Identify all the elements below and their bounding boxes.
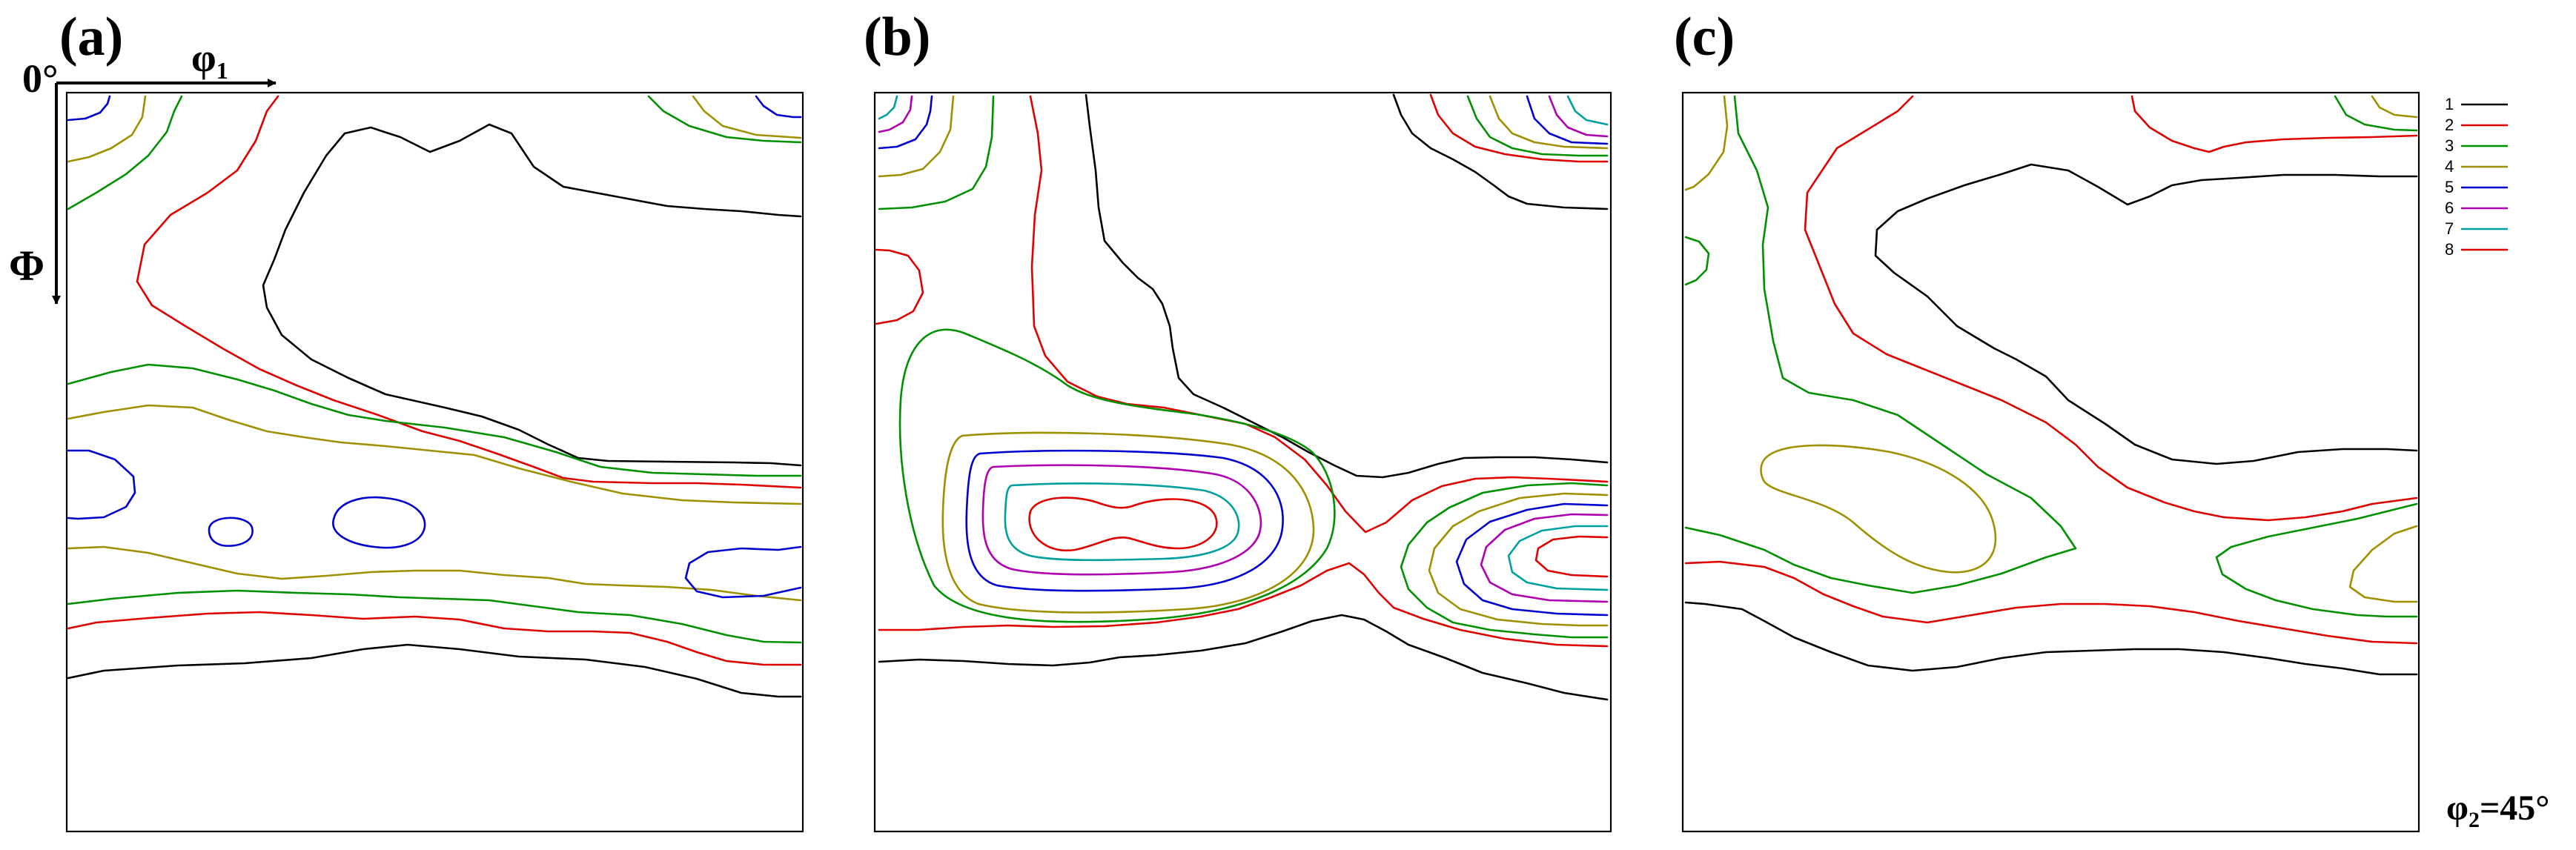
contour-b-l4-left-loop (941, 431, 1315, 614)
legend-label-2: 2 (2445, 116, 2454, 134)
Phi-axis-label: Φ (9, 242, 44, 290)
panel-a-contours (67, 95, 802, 698)
panel-b-contours (875, 93, 1609, 701)
contour-a-l3-corner-tr (647, 95, 802, 144)
contour-b-l5-corner-tl (878, 95, 933, 150)
contour-legend: 1 2 3 4 5 6 7 8 (2445, 95, 2508, 259)
contour-b-l3-left-loop (898, 328, 1336, 623)
panel-c: (c) (1674, 7, 2420, 833)
contour-b-l1-lower (878, 614, 1609, 701)
panel-label-b: (b) (864, 7, 930, 67)
contour-b-l6-corner-tr (1548, 95, 1609, 138)
contour-a-l5-right-island (684, 545, 802, 599)
contour-a-l5-corner-tr (755, 95, 802, 119)
contour-b-l5-corner-tr (1526, 95, 1609, 145)
contour-c-l1-upper (1874, 163, 2418, 465)
contour-b-l7-corner-tl (878, 95, 898, 120)
panel-b: (b) (864, 7, 1612, 833)
panel-a: (a) (59, 7, 804, 833)
contour-a-l2-lower (67, 611, 802, 666)
contour-c-l2-main (2130, 95, 2418, 153)
legend-label-7: 7 (2445, 219, 2454, 238)
contour-a-l4-corner-tl (67, 95, 147, 163)
contour-b-l7-left-loop (1004, 482, 1240, 562)
contour-b-l5-left-loop (965, 449, 1284, 592)
contour-c-l4-corner-tl (1684, 95, 1729, 191)
contour-a-l4-corner-tr (692, 95, 802, 139)
contour-b-l6-right-loop (1480, 513, 1609, 603)
contour-c-l3-corner-tr (2334, 95, 2418, 132)
contour-a-l1-upper (262, 123, 802, 467)
contour-b-l2-corner-tr (1429, 93, 1609, 163)
contour-c-l2-left (1804, 95, 2418, 522)
phi1-axis-label: φ1 (191, 36, 228, 84)
legend-item-4: 4 (2445, 157, 2508, 176)
contour-b-l6-corner-tl (878, 95, 913, 133)
legend-label-3: 3 (2445, 136, 2454, 155)
contour-b-l4-right-loop (1428, 492, 1609, 627)
euler-axes: 0° φ1 Φ (9, 36, 277, 305)
contour-b-l8-right-peak (1534, 535, 1609, 578)
origin-label: 0° (22, 56, 59, 101)
legend-item-3: 3 (2445, 136, 2508, 155)
legend-item-8: 8 (2445, 240, 2508, 259)
contour-c-l3-right (2215, 502, 2418, 618)
phi2-value: =45° (2480, 788, 2550, 828)
legend-label-4: 4 (2445, 157, 2454, 176)
legend-label-6: 6 (2445, 199, 2454, 217)
contour-b-l3-corner-tr (1466, 95, 1609, 157)
legend-label-8: 8 (2445, 240, 2454, 259)
contour-b-l7-corner-tr (1566, 95, 1609, 126)
panel-c-contours (1684, 95, 2418, 676)
contour-b-l6-left-loop (981, 464, 1262, 576)
contour-c-l3-main (1684, 95, 2077, 594)
contour-b-l4-corner-tr (1489, 95, 1609, 150)
legend-item-1: 1 (2445, 95, 2508, 113)
legend-item-5: 5 (2445, 178, 2508, 196)
legend-item-6: 6 (2445, 199, 2508, 217)
panel-label-c: (c) (1674, 7, 1735, 67)
panel-label-a: (a) (59, 7, 123, 67)
panel-c-frame (1681, 91, 2420, 833)
contour-b-l8-peak (1028, 497, 1218, 552)
contour-b-l7-right-loop (1507, 525, 1609, 591)
contour-a-l2-upper (136, 95, 802, 489)
contour-a-l5-left-island (67, 449, 136, 520)
contour-c-l3-left-island (1684, 236, 1710, 286)
contour-b-l4-corner-tl (878, 95, 955, 178)
contour-b-l2-bottom (878, 562, 1609, 648)
phi2-subscript: 2 (2469, 808, 2480, 832)
legend-item-7: 7 (2445, 219, 2508, 238)
phi1-symbol: φ (191, 36, 216, 80)
panel-b-frame (873, 91, 1612, 833)
contour-b-l3-corner-tl (878, 95, 995, 210)
phi1-subscript: 1 (216, 57, 228, 84)
contour-a-l5-small-island (208, 517, 254, 547)
contour-a-l3-corner-tl (67, 95, 183, 210)
contour-a-l3-lower (67, 589, 802, 644)
legend-label-1: 1 (2445, 95, 2454, 113)
contour-a-l1-lower (67, 643, 802, 698)
contour-c-l1-lower (1684, 601, 2418, 676)
contour-c-l2-lower (1684, 560, 2418, 645)
contour-b-l5-right-loop (1455, 502, 1609, 617)
contour-a-l5-corner-tl (67, 95, 111, 122)
legend-label-5: 5 (2445, 178, 2454, 196)
phi2-symbol: φ (2446, 788, 2469, 828)
contour-c-l4-corner-tr (2371, 95, 2418, 119)
contour-a-l5-center-island (332, 496, 426, 549)
contour-c-l4-island (1760, 444, 1997, 574)
contour-c-l4-right (2348, 525, 2418, 603)
contour-b-l3-right-loop (1400, 482, 1609, 639)
legend-item-2: 2 (2445, 116, 2508, 134)
contour-a-l3-upper (67, 363, 802, 477)
contour-a-l4-upper (67, 404, 802, 505)
contour-b-l1-corner-tr (1392, 93, 1609, 210)
contour-a-l4-lower (67, 545, 802, 602)
contour-b-l1-main (1085, 93, 1609, 479)
contour-b-l2-left-island (875, 248, 924, 325)
phi2-section-label: φ2=45° (2446, 788, 2550, 832)
